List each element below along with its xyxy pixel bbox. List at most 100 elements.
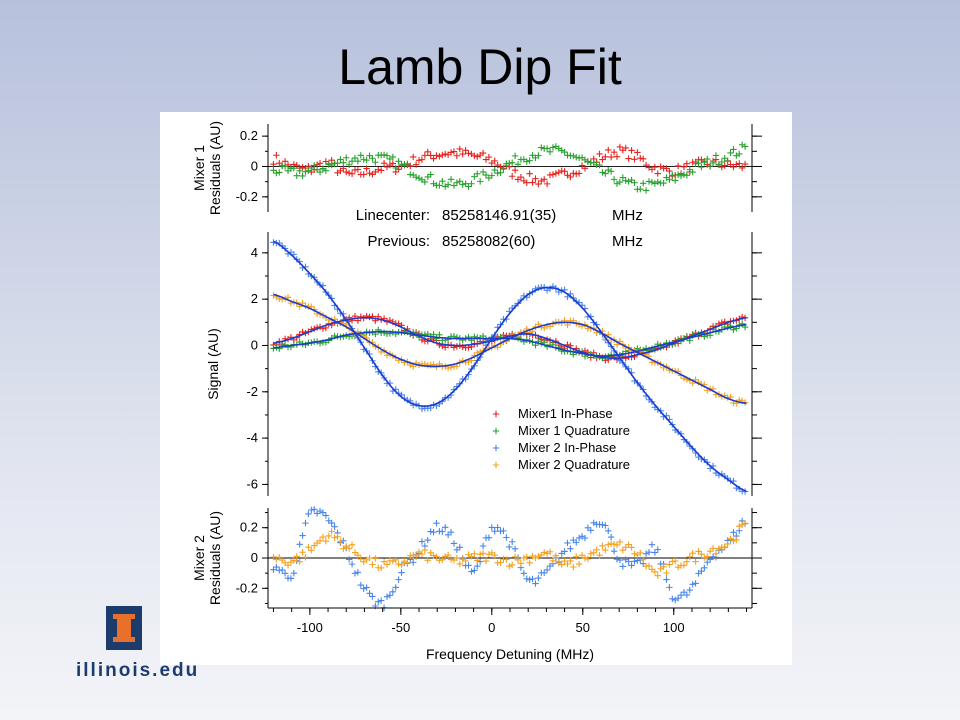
data-point [541,176,548,183]
data-point [363,156,370,164]
data-point [660,179,667,187]
data-point [666,176,673,183]
data-point [316,507,324,515]
data-point [343,154,350,161]
data-point [380,558,388,565]
data-point [738,164,746,172]
data-point [293,172,300,179]
data-point [343,168,350,176]
data-point [319,509,327,516]
data-point [453,334,461,341]
data-point [698,550,705,558]
data-point [549,171,557,178]
data-point [395,158,402,165]
data-point [535,553,542,560]
previous-unit: MHz [612,233,643,250]
data-point [360,585,367,592]
data-point [520,554,528,562]
data-point [730,537,737,545]
data-point [328,528,335,535]
data-point [430,528,437,536]
data-point [427,528,434,535]
legend-marker-mixer1_quadrature [492,427,500,435]
data-point [666,561,673,568]
data-point [674,171,682,178]
data-point [715,545,723,552]
data-point [430,155,437,162]
data-point [581,555,589,562]
data-point [628,147,635,154]
data-point [654,178,661,186]
data-point [392,584,399,591]
data-point [459,556,466,563]
data-point [680,589,688,596]
signal-mixer2_in_phase-series [270,239,749,495]
data-point [721,543,728,551]
data-point [523,575,530,582]
fit-curve-mixer1_in_phase [273,316,747,360]
data-point [482,557,490,565]
data-point [389,160,397,167]
data-point [511,152,519,160]
data-point [433,152,440,159]
data-point [442,553,449,560]
data-point [453,554,461,562]
data-point [564,539,571,547]
data-point [474,562,481,570]
data-point [564,172,571,179]
data-point [337,156,344,163]
data-point [471,173,478,180]
data-point [570,170,577,177]
data-point [602,170,609,177]
data-point [529,575,536,583]
data-point [331,523,338,530]
data-point [497,559,504,566]
data-point [683,558,691,565]
data-point [372,159,379,166]
data-point [567,557,574,565]
data-point [666,584,673,591]
data-point [508,159,516,166]
data-point [488,524,496,531]
data-point [730,146,737,153]
data-point [602,546,609,554]
data-point [637,549,644,557]
data-point [305,543,312,551]
data-point [427,171,434,178]
data-point [488,172,496,179]
data-point [605,541,612,548]
data-point [628,562,635,569]
data-point [308,547,315,554]
data-point [316,160,324,167]
data-point [348,170,356,177]
data-point [599,169,606,176]
data-point [377,597,385,604]
legend-marker-mixer2_in_phase [492,444,500,452]
data-point [689,581,696,588]
mixer1_residuals-panel: 0.2 0 -0.2 Mixer 1Residuals (AU) [191,121,762,215]
data-point [450,540,458,547]
data-point [369,561,376,568]
data-point [634,149,641,156]
signal-ytick-label: -2 [246,384,258,399]
data-point [447,528,455,536]
data-point [625,155,632,162]
data-point [442,524,449,531]
linecenter-unit: MHz [612,207,643,224]
data-point [546,148,554,155]
data-point [622,177,629,184]
data-point [377,564,385,572]
signal-ylabel: Signal (AU) [205,328,221,400]
fit-curve-mixer2_in_phase [273,240,747,493]
data-point [491,166,498,174]
xtick-label: -50 [391,620,410,635]
data-point [654,546,661,553]
data-point [625,541,632,548]
data-point [698,567,705,575]
data-point [433,553,440,560]
data-point [415,175,423,182]
data-point [401,557,408,565]
data-point [631,179,638,186]
data-point [453,343,461,350]
mixer1_residuals-ytick-label: 0 [251,158,258,173]
